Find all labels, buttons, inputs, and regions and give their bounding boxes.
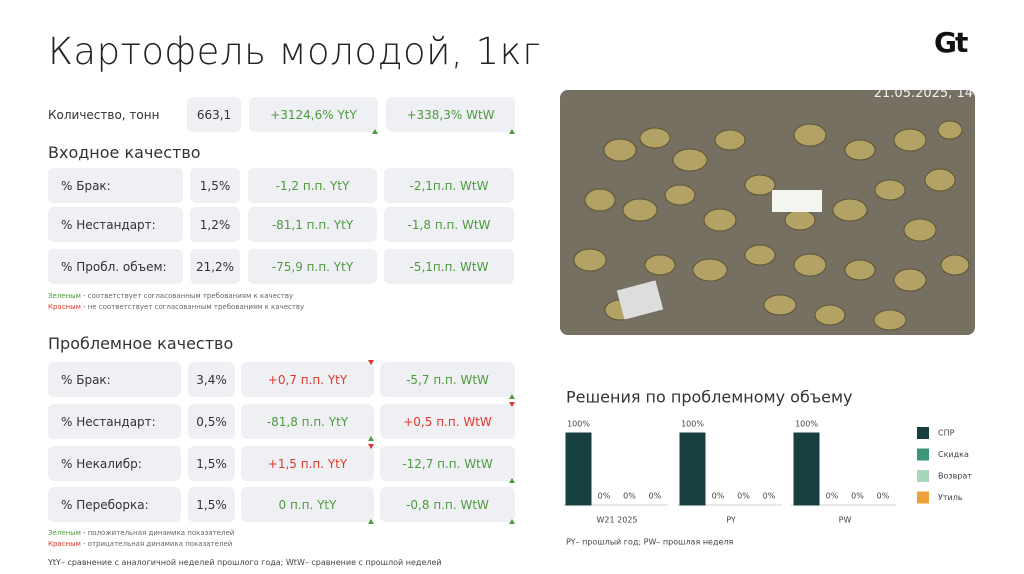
delta-cell: -1,8 п.п. WtW [384,207,514,242]
photo-timestamp: 21.05.2025, 14 [873,90,973,101]
row-label: % Брак: [48,362,181,397]
legend-label: Скидка [938,450,969,459]
legend-text: - соответствует согласованным требования… [82,292,294,300]
legend-line: Красным - не соответствует согласованным … [48,303,304,311]
row-value: 1,5% [190,168,240,203]
row-label: % Нестандарт: [48,404,181,439]
x-tick-label: W21 2025 [597,516,638,525]
legend-text: - не соответствует согласованным требова… [82,303,305,311]
section-title: Входное качество [48,143,201,162]
delta-cell: -5,1п.п. WtW [384,249,514,284]
row-value: 3,4% [188,362,235,397]
photo: 21.05.2025, 14 [560,90,975,335]
row-label: % Брак: [48,168,183,203]
delta-cell: -75,9 п.п. YtY [248,249,377,284]
delta-cell: -81,1 п.п. YtY [248,207,377,242]
value-label: 0% [712,492,725,501]
delta-cell: 0 п.п. YtY [241,487,374,522]
delta-cell: -1,2 п.п. YtY [248,168,377,203]
x-tick-label: PW [839,516,852,525]
photo-tag [772,190,822,212]
row-value: 1,5% [188,446,235,481]
row-value: 0,5% [188,404,235,439]
delta-cell: -12,7 п.п. WtW [380,446,515,481]
trend-arrow [372,129,378,134]
delta-cell: -0,8 п.п. WtW [380,487,515,522]
legend-key: Зеленым [48,292,81,300]
legend-label: Утиль [938,493,963,502]
trend-arrow [368,360,374,365]
slide-title: Картофель молодой, 1кг [48,30,541,73]
trend-arrow [368,519,374,524]
delta-cell: +0,7 п.п. YtY [241,362,374,397]
row-value: 1,2% [190,207,240,242]
x-tick-label: PY [726,516,736,525]
delta-cell: +3124,6% YtY [249,97,378,132]
row-label: % Некалибр: [48,446,181,481]
row-value: 1,5% [188,487,235,522]
value-label: 100% [795,420,818,429]
legend-key: Зеленым [48,529,81,537]
legend-swatch [917,491,929,504]
row-value: 21,2% [190,249,240,284]
value-label: 0% [623,492,636,501]
legend-swatch [917,470,929,482]
trend-arrow [509,519,515,524]
delta-cell: -2,1п.п. WtW [384,168,514,203]
legend-line: Красным - отрицательная динамика показате… [48,540,232,548]
legend-label: Возврат [938,472,972,481]
trend-arrow [368,436,374,441]
legend-key: Красным [48,303,81,311]
value-label: 100% [567,420,590,429]
delta-cell: -5,7 п.п. WtW [380,362,515,397]
legend-line: Зеленым - соответствует согласованным тре… [48,292,293,300]
footnote: YtY– сравнение с аналогичной неделей про… [48,558,442,567]
photo-art [560,90,975,335]
value-label: 0% [598,492,611,501]
trend-arrow [509,402,515,407]
delta-cell: -81,8 п.п. YtY [241,404,374,439]
delta-cell: +0,5 п.п. WtW [380,404,515,439]
quantity-label: Количество, тонн [48,108,160,122]
delta-cell: +1,5 п.п. YtY [241,446,374,481]
row-label: % Пробл. объем: [48,249,183,284]
legend-key: Красным [48,540,81,548]
row-label: % Нестандарт: [48,207,183,242]
delta-cell: +338,3% WtW [386,97,515,132]
bar [793,432,820,506]
bar [565,432,592,506]
legend-label: СПР [938,429,955,438]
row-label: % Переборка: [48,487,181,522]
photo-paper [616,280,664,320]
trend-arrow [509,129,515,134]
trend-arrow [368,444,374,449]
chart-title: Решения по проблемному объему [566,388,853,407]
value-label: 0% [763,492,776,501]
logo: Gt [934,26,968,59]
legend-swatch [917,448,929,461]
value-label: 0% [649,492,662,501]
value-label: 0% [826,492,839,501]
legend-text: - положительная динамика показателей [82,529,235,537]
legend-line: Зеленым - положительная динамика показате… [48,529,234,537]
value-label: 0% [877,492,890,501]
legend-swatch [917,427,929,439]
value-label: 100% [681,420,704,429]
section-title: Проблемное качество [48,334,234,353]
bar [679,432,706,506]
legend-text: - отрицательная динамика показателей [82,540,233,548]
quantity-value: 663,1 [187,97,241,132]
chart-note: PY– прошлый год; PW– прошлая неделя [566,538,734,547]
value-label: 0% [851,492,864,501]
trend-arrow [509,394,515,399]
value-label: 0% [737,492,750,501]
trend-arrow [509,478,515,483]
